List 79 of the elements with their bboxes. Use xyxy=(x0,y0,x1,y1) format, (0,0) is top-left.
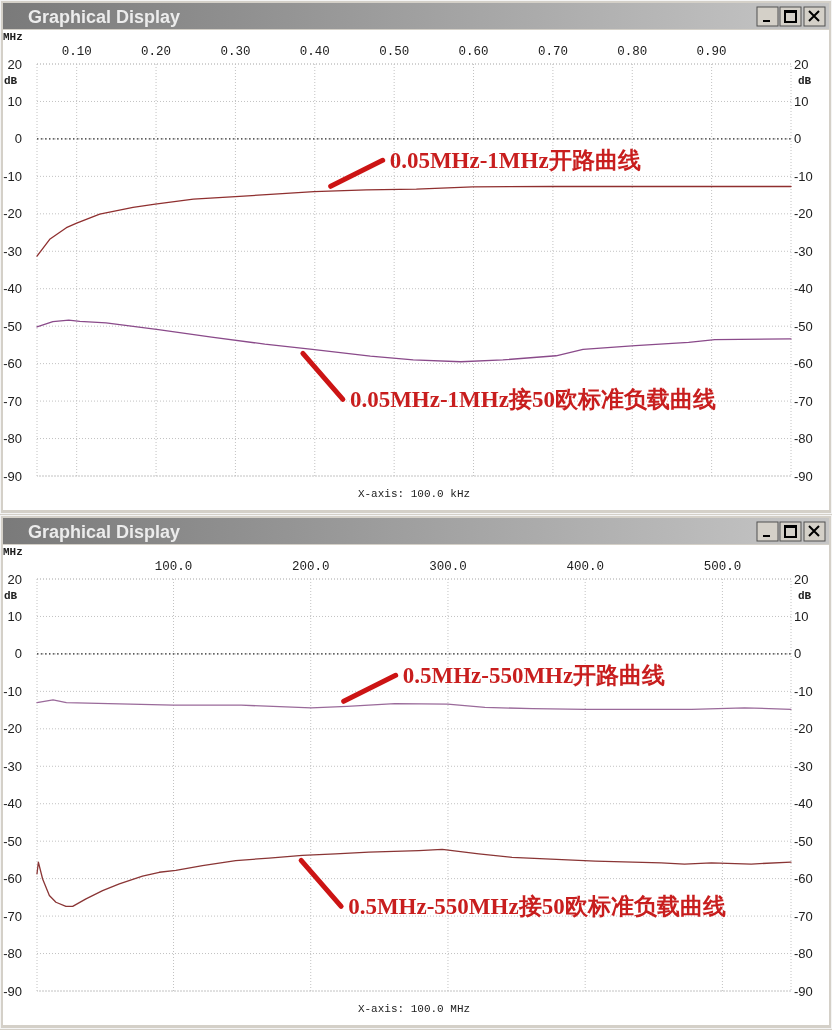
y2-tick-label: 20 xyxy=(794,571,809,587)
x-tick-label: 0.90 xyxy=(696,45,727,59)
y-tick-label: -50 xyxy=(3,318,22,334)
x-tick-label: 300.0 xyxy=(429,560,467,574)
y-tick-label: -40 xyxy=(3,281,22,297)
y-tick-label: -70 xyxy=(3,393,22,409)
y2-tick-label: 0 xyxy=(794,131,802,147)
text: X-axis: 100.0 MHz xyxy=(357,1003,471,1015)
y-tick-label: -70 xyxy=(3,908,22,924)
y-axis-title: dB xyxy=(4,590,18,602)
y2-tick-label: -20 xyxy=(794,206,813,222)
y2-axis-title: dB xyxy=(798,590,812,602)
x-tick-label: 500.0 xyxy=(703,560,742,574)
x-tick-label: 0.70 xyxy=(537,45,568,59)
y2-tick-label: -10 xyxy=(794,168,813,184)
y2-tick-label: -40 xyxy=(794,796,813,812)
line-series xyxy=(36,185,792,257)
x-tick-label: 0.40 xyxy=(299,45,330,59)
annotation: 0.05MHz-1MHz开路曲线 xyxy=(389,147,641,173)
x-axis-title: MHz xyxy=(3,31,23,43)
y-tick-label: 20 xyxy=(7,56,22,72)
y2-tick-label: 0 xyxy=(794,646,802,662)
y-tick-label: 10 xyxy=(7,608,22,624)
x-tick-label: 0.10 xyxy=(61,45,92,59)
y2-tick-label: -50 xyxy=(794,833,813,849)
y-tick-label: -80 xyxy=(3,431,22,447)
y2-tick-label: 10 xyxy=(794,608,809,624)
y2-tick-label: -40 xyxy=(794,281,813,297)
y-tick-label: 10 xyxy=(7,93,22,109)
y-tick-label: -30 xyxy=(3,758,22,774)
line-series xyxy=(36,699,792,710)
y2-tick-label: -60 xyxy=(794,871,813,887)
x-tick-label: 200.0 xyxy=(291,560,330,574)
x-axis-title: MHz xyxy=(3,546,23,558)
x-tick-label: 0.50 xyxy=(379,45,410,59)
x-tick-label: 0.30 xyxy=(220,45,251,59)
text: X-axis: 100.0 kHz xyxy=(357,488,471,500)
y-tick-label: -50 xyxy=(3,833,22,849)
y-tick-label: 0 xyxy=(14,646,22,662)
y-tick-label: -30 xyxy=(3,243,22,259)
y2-tick-label: -90 xyxy=(794,983,813,999)
x-tick-label: 100.0 xyxy=(154,560,193,574)
x-tick-label: 0.20 xyxy=(141,45,172,59)
y2-tick-label: -60 xyxy=(794,356,813,372)
y2-tick-label: -80 xyxy=(794,946,813,962)
x-tick-label: 0.60 xyxy=(458,45,489,59)
x-tick-label: 400.0 xyxy=(566,560,604,574)
y2-axis-title: dB xyxy=(798,75,812,87)
y-tick-label: 20 xyxy=(7,571,22,587)
y-tick-label: -60 xyxy=(3,356,22,372)
annotation: 0.5MHz-550MHz开路曲线 xyxy=(402,662,666,688)
y2-tick-label: -70 xyxy=(794,393,813,409)
y2-tick-label: -30 xyxy=(794,758,813,774)
y2-tick-label: 20 xyxy=(794,56,809,72)
y-tick-label: -80 xyxy=(3,946,22,962)
y-tick-label: 0 xyxy=(14,131,22,147)
y2-tick-label: -10 xyxy=(794,683,813,699)
y2-tick-label: 10 xyxy=(794,93,809,109)
annotation: 0.05MHz-1MHz接50欧标准负载曲线 xyxy=(349,386,716,412)
y-tick-label: -10 xyxy=(3,168,22,184)
y2-tick-label: -80 xyxy=(794,431,813,447)
chart-title: Graphical Display xyxy=(28,7,181,27)
y2-tick-label: -30 xyxy=(794,243,813,259)
y-tick-label: -60 xyxy=(3,871,22,887)
y-tick-label: -10 xyxy=(3,683,22,699)
chart-title: Graphical Display xyxy=(28,522,181,542)
x-tick-label: 0.80 xyxy=(617,45,648,59)
y-tick-label: -20 xyxy=(3,206,22,222)
y2-tick-label: -90 xyxy=(794,468,813,484)
y-axis-title: dB xyxy=(4,75,18,87)
annotation: 0.5MHz-550MHz接50欧标准负载曲线 xyxy=(348,893,726,919)
y2-tick-label: -70 xyxy=(794,908,813,924)
y2-tick-label: -50 xyxy=(794,318,813,334)
y2-tick-label: -20 xyxy=(794,721,813,737)
y-tick-label: -90 xyxy=(3,983,22,999)
y-tick-label: -40 xyxy=(3,796,22,812)
y-tick-label: -90 xyxy=(3,468,22,484)
y-tick-label: -20 xyxy=(3,721,22,737)
line-series xyxy=(36,319,792,363)
